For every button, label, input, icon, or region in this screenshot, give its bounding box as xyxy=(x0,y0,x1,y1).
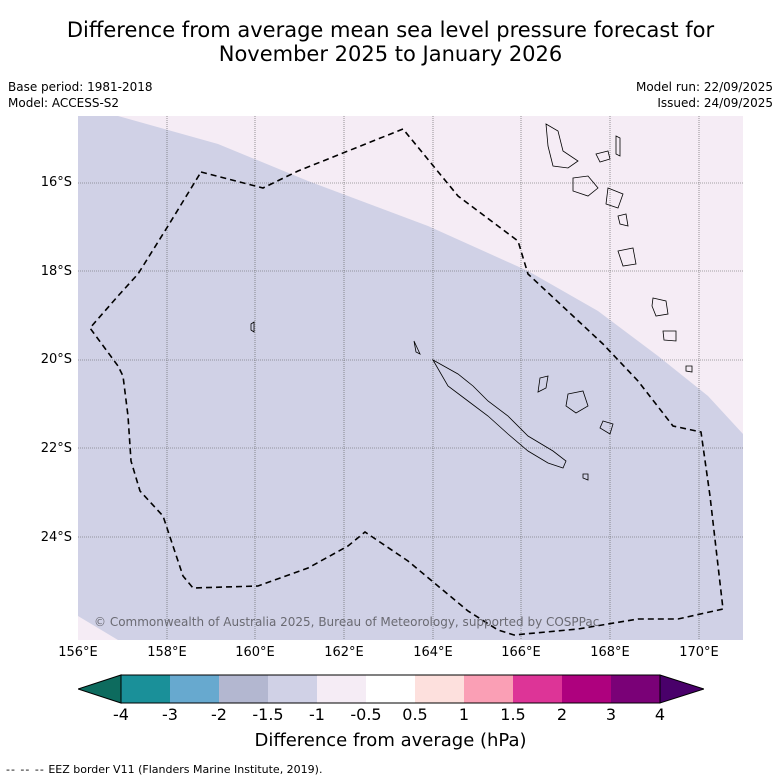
model-run: Model run: 22/09/2025 xyxy=(635,80,773,94)
title-line-1: Difference from average mean sea level p… xyxy=(66,18,715,42)
map-panel: © Commonwealth of Australia 2025, Bureau… xyxy=(78,116,743,640)
colorbar-cell xyxy=(170,675,220,703)
mare-island xyxy=(599,420,614,435)
colorbar-cell xyxy=(121,675,171,703)
maewo-island xyxy=(595,150,611,163)
colorbar-tick-label: -2 xyxy=(211,705,227,724)
colorbar-tick-label: -4 xyxy=(113,705,129,724)
footer-text: EEZ border V11 (Flanders Marine Institut… xyxy=(48,763,323,776)
chesterfield-reef xyxy=(250,321,255,333)
issued-date: Issued: 24/09/2025 xyxy=(657,96,773,110)
colorbar-tick-label: 2 xyxy=(556,705,568,724)
lon-label-158e: 158°E xyxy=(147,645,187,660)
shepherd-islands xyxy=(617,213,629,227)
lon-label-160e: 160°E xyxy=(235,645,275,660)
eez-dash-symbol: -- -- -- xyxy=(6,763,45,776)
malekula-island xyxy=(572,175,599,197)
espiritu-santo xyxy=(545,123,579,169)
lat-label-24s: 24°S xyxy=(40,530,72,545)
lon-label-162e: 162°E xyxy=(324,645,364,660)
colorbar-cell xyxy=(366,675,416,703)
colorbar-tick-label: 3 xyxy=(605,705,617,724)
tanna-island xyxy=(662,330,677,342)
lon-label-166e: 166°E xyxy=(501,645,541,660)
pentecost-island xyxy=(615,135,621,157)
meta-left: Base period: 1981-2018 Model: ACCESS-S2 xyxy=(8,79,153,111)
colorbar-cell xyxy=(317,675,367,703)
colorbar-cell xyxy=(268,675,318,703)
ouvea-island xyxy=(537,375,549,393)
ambrym-epi-islands xyxy=(605,187,624,209)
colorbar-cell xyxy=(562,675,612,703)
colorbar-cell xyxy=(611,675,661,703)
colorbar-cell xyxy=(513,675,563,703)
lon-label-164e: 164°E xyxy=(413,645,453,660)
colorbar-tick-label: -0.5 xyxy=(350,705,382,724)
new-caledonia-main xyxy=(431,358,567,469)
anomaly-near-zero-corner xyxy=(78,616,118,640)
efate-island xyxy=(617,247,637,267)
colorbar-cell xyxy=(464,675,514,703)
lat-label-18s: 18°S xyxy=(40,264,72,279)
aneityum-island xyxy=(685,365,693,373)
colorbar-cell xyxy=(219,675,269,703)
model-name: Model: ACCESS-S2 xyxy=(8,96,120,110)
colorbar-tick-label: 1 xyxy=(458,705,470,724)
map-svg: © Commonwealth of Australia 2025, Bureau… xyxy=(78,116,743,640)
coastlines xyxy=(250,123,693,481)
footer-legend: -- -- -- EEZ border V11 (Flanders Marine… xyxy=(6,763,322,776)
colorbar-tick-label: 0.5 xyxy=(402,705,428,724)
lat-label-22s: 22°S xyxy=(40,441,72,456)
lat-label-16s: 16°S xyxy=(40,175,72,190)
base-period: Base period: 1981-2018 xyxy=(8,80,153,94)
colorbar-title: Difference from average (hPa) xyxy=(254,730,527,751)
title-line-2: November 2025 to January 2026 xyxy=(218,42,563,66)
eez-border xyxy=(88,128,724,636)
lat-label-20s: 20°S xyxy=(40,352,72,367)
lon-label-156e: 156°E xyxy=(58,645,98,660)
erromango-island xyxy=(651,297,669,317)
belep-island xyxy=(413,340,421,355)
chart-title: Difference from average mean sea level p… xyxy=(0,18,781,66)
lon-label-170e: 170°E xyxy=(679,645,719,660)
colorbar-tick-label: -1 xyxy=(309,705,325,724)
colorbar-outline xyxy=(120,674,661,704)
colorbar-low-extend xyxy=(78,674,122,704)
colorbar-tick-label: 4 xyxy=(654,705,666,724)
colorbar-high-extend xyxy=(659,674,704,704)
copyright-text: © Commonwealth of Australia 2025, Bureau… xyxy=(94,615,599,629)
colorbar-cells xyxy=(121,675,661,703)
meta-right: Model run: 22/09/2025 Issued: 24/09/2025 xyxy=(636,79,773,111)
lifou-island xyxy=(565,390,589,414)
colorbar-tick-label: 1.5 xyxy=(500,705,526,724)
colorbar-cell xyxy=(415,675,465,703)
lon-label-168e: 168°E xyxy=(590,645,630,660)
graticule xyxy=(78,116,743,640)
colorbar xyxy=(78,674,704,704)
isle-of-pines xyxy=(582,473,589,481)
colorbar-tick-label: -3 xyxy=(162,705,178,724)
colorbar-tick-label: -1.5 xyxy=(252,705,284,724)
